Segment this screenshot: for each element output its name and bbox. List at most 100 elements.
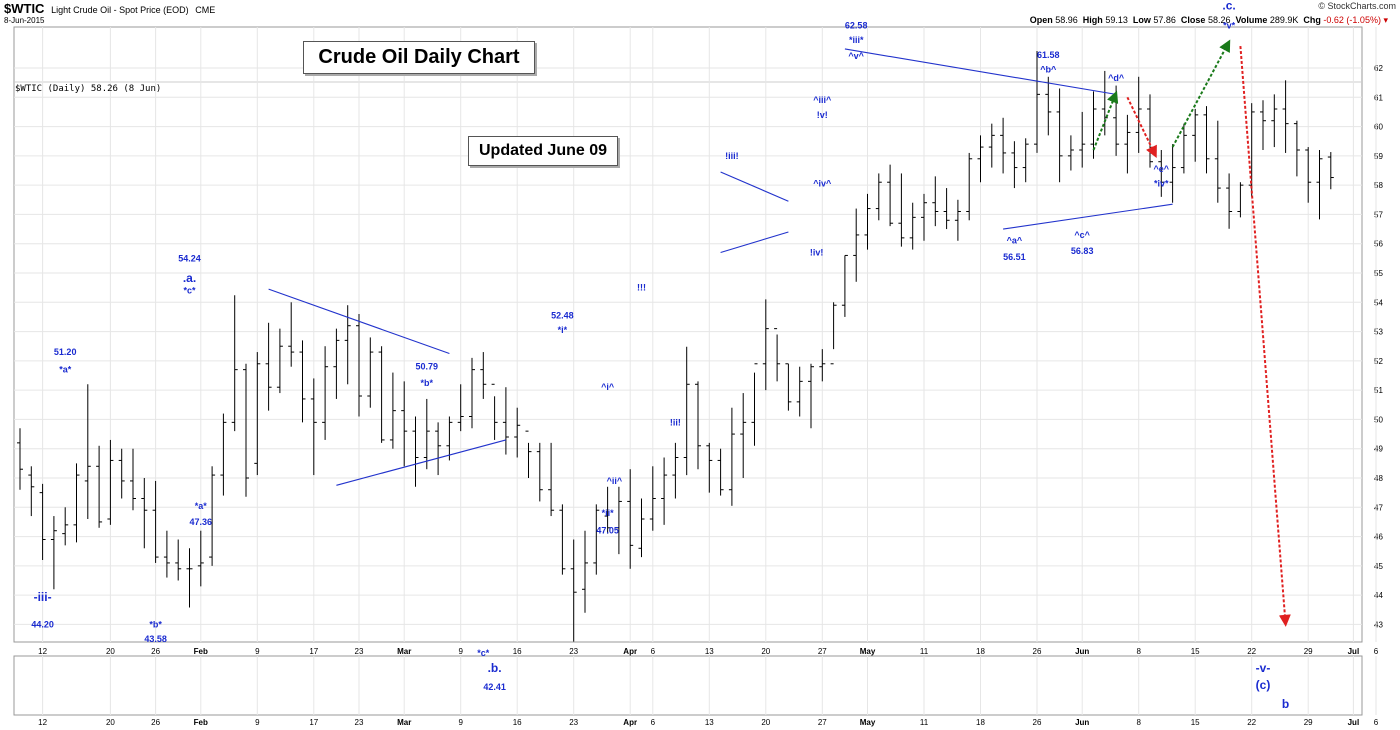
brand-logo[interactable]: © StockCharts.com <box>1318 1 1396 11</box>
updated-box: Updated June 09 <box>468 136 618 166</box>
y-tick-label: 51 <box>1374 386 1383 395</box>
ohlc-bar <box>548 442 555 517</box>
trendline <box>720 231 789 254</box>
wave-label: *iv* <box>1154 179 1169 189</box>
x-tick-label: Jul <box>1348 718 1360 727</box>
ohlc-bar <box>830 302 837 365</box>
ohlc-bar <box>389 372 396 449</box>
ohlc-bar <box>1214 120 1221 203</box>
ohlc-bar <box>728 407 735 506</box>
x-tick-label: 15 <box>1191 718 1200 727</box>
ohlc-bar <box>197 530 204 587</box>
open-label: Open <box>1029 15 1053 25</box>
wave-label: 62.58 <box>845 20 868 30</box>
ohlc-bar <box>649 466 656 531</box>
ohlc-bar <box>1067 135 1074 171</box>
exchange: CME <box>195 5 216 15</box>
wave-label: ^b^ <box>1040 64 1057 74</box>
y-tick-label: 43 <box>1374 620 1383 629</box>
wave-label: *b* <box>421 378 434 388</box>
x-tick-label: 22 <box>1247 647 1256 656</box>
x-tick-label: 23 <box>355 647 364 656</box>
y-tick-label: 58 <box>1374 181 1383 190</box>
x-tick-label: Mar <box>397 718 411 727</box>
x-tick-label: 20 <box>761 718 770 727</box>
x-tick-label: 18 <box>976 647 985 656</box>
x-tick-label: 17 <box>309 718 318 727</box>
ohlc-bar <box>469 357 475 429</box>
close-label: Close <box>1180 15 1206 25</box>
ohlc-bar <box>1079 111 1086 168</box>
ohlc-bar <box>1327 152 1334 190</box>
ohlc-bar <box>163 530 170 578</box>
ohlc-bar <box>1034 51 1040 153</box>
trendline <box>336 439 507 486</box>
x-tick-label: 29 <box>1304 718 1313 727</box>
wave-label: -iii- <box>34 590 52 604</box>
trendline <box>268 288 450 355</box>
ohlc-bar <box>1271 94 1278 148</box>
ohlc-bar <box>762 299 769 391</box>
ohlc-bar <box>107 439 114 525</box>
ohlc-bar <box>853 208 860 282</box>
ohlc-bar <box>378 346 385 443</box>
y-tick-label: 47 <box>1374 503 1383 512</box>
ohlc-bar <box>1237 182 1244 218</box>
wave-label: ^v^ <box>848 51 864 61</box>
ohlc-bar <box>62 507 69 546</box>
x-tick-label: 26 <box>1033 718 1042 727</box>
ohlc-bar <box>1282 80 1289 153</box>
x-tick-label: 20 <box>106 647 115 656</box>
x-tick-label: 6 <box>1374 647 1379 656</box>
wave-label: !v! <box>817 110 828 120</box>
y-tick-label: 50 <box>1374 415 1383 424</box>
wave-label: 43.58 <box>144 634 167 644</box>
x-tick-label: 22 <box>1247 718 1256 727</box>
ohlc-bar <box>28 466 35 517</box>
chart-title-box: Crude Oil Daily Chart <box>303 41 535 74</box>
ohlc-bar <box>1011 141 1018 189</box>
close-value: 58.26 <box>1207 15 1231 25</box>
wave-label: !iii! <box>725 151 739 161</box>
x-tick-label: 6 <box>651 718 656 727</box>
ohlc-bar <box>243 363 249 497</box>
ohlc-bar <box>254 352 261 476</box>
ohlc-bar <box>1124 114 1131 174</box>
ohlc-bar <box>525 430 532 478</box>
chart-caption: $WTIC (Daily) 58.26 (8 Jun) <box>15 84 162 94</box>
ohlc-bar <box>717 448 724 496</box>
wave-label: 56.51 <box>1003 252 1026 262</box>
x-tick-label: 12 <box>38 718 47 727</box>
y-tick-label: 48 <box>1374 474 1383 483</box>
x-tick-label: 9 <box>255 718 260 727</box>
ohlc-bar <box>570 539 577 642</box>
ohlc-bar <box>921 193 927 241</box>
ohlc-bar <box>84 384 91 519</box>
wave-label: .c. <box>1222 0 1235 12</box>
wave-label: ^ii^ <box>607 476 623 486</box>
symbol-description: Light Crude Oil - Spot Price (EOD) <box>51 5 189 15</box>
ohlc-bar <box>1305 147 1312 203</box>
ohlc-bar <box>1260 100 1266 150</box>
ohlc-bar <box>695 381 701 470</box>
x-tick-label: 6 <box>651 647 656 656</box>
open-value: 58.96 <box>1055 15 1078 25</box>
ohlc-bar <box>96 445 103 528</box>
wave-label: !iv! <box>810 247 824 257</box>
x-tick-label: 17 <box>309 647 318 656</box>
ohlc-bar <box>491 383 498 440</box>
ohlc-bar <box>1226 173 1233 229</box>
ohlc-bar <box>706 442 713 493</box>
wave-label: 56.83 <box>1071 246 1094 256</box>
x-tick-label: 27 <box>818 647 827 656</box>
ohlc-bar <box>672 442 679 499</box>
ohlc-bar <box>785 363 792 411</box>
ohlc-bar <box>661 457 668 525</box>
ohlc-bar <box>988 123 995 168</box>
ohlc-bar <box>1022 138 1029 183</box>
wave-label: *ii* <box>602 508 615 518</box>
ohlc-bar <box>1169 144 1176 203</box>
x-tick-label: 26 <box>151 718 160 727</box>
ohlc-bar <box>276 328 283 394</box>
